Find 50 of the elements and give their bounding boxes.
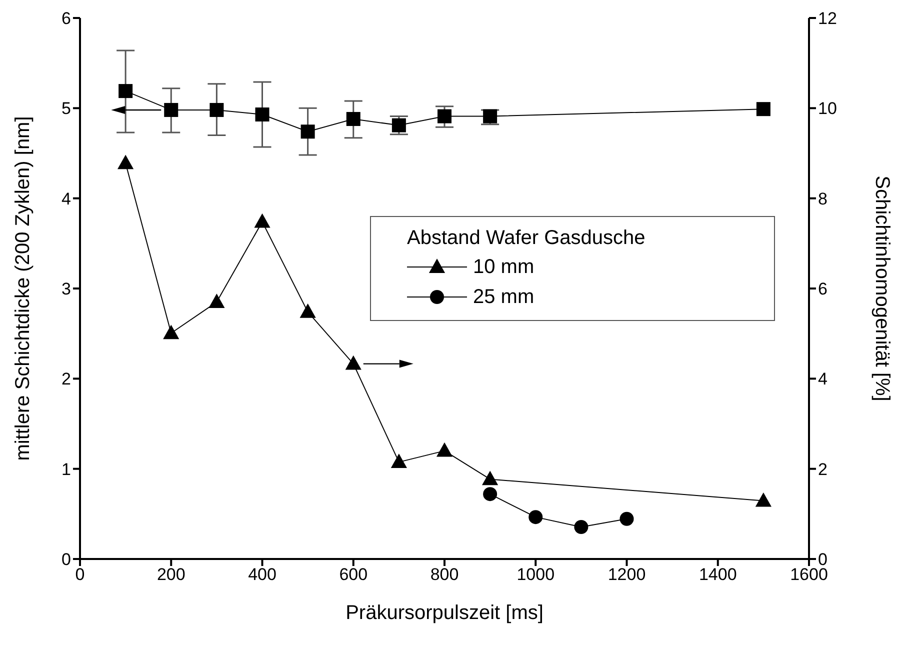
x-tick-label: 1400 — [698, 565, 737, 584]
point — [118, 154, 134, 170]
y2-tick-label: 4 — [818, 370, 828, 389]
y2-tick-label: 6 — [818, 280, 828, 299]
y-tick-label: 4 — [62, 189, 71, 208]
y-tick-label: 1 — [62, 460, 71, 479]
x-tick-label: 1200 — [608, 565, 646, 584]
point — [436, 442, 453, 457]
point — [164, 102, 178, 117]
point — [482, 470, 498, 486]
x-tick-label: 800 — [430, 565, 459, 584]
point — [300, 304, 316, 318]
x-axis-title: Präkursorpulszeit [ms] — [346, 602, 544, 624]
x-tick-label: 600 — [339, 565, 368, 584]
x-tick-label: 200 — [156, 565, 186, 584]
point — [210, 102, 224, 117]
point — [756, 102, 770, 116]
point — [483, 109, 498, 124]
point — [163, 324, 180, 340]
y2-axis-title: Schichtinhomogenität [%] — [870, 176, 893, 402]
y-tick-label: 6 — [62, 9, 71, 28]
y2-tick-label: 12 — [818, 9, 837, 28]
x-tick-label: 400 — [248, 565, 276, 584]
y-axis-title: mittlere Schichtdicke (200 Zyklen) [nm] — [12, 116, 34, 461]
point — [620, 512, 634, 526]
legend-title: Abstand Wafer Gasdusche — [407, 227, 646, 250]
y-tick-label: 0 — [62, 550, 71, 570]
point — [438, 109, 452, 124]
point — [755, 492, 772, 507]
point — [254, 213, 270, 228]
y-tick-label: 2 — [62, 370, 71, 389]
point — [345, 355, 362, 370]
point — [300, 124, 315, 139]
point — [483, 487, 498, 502]
x-tick-label: 1000 — [516, 565, 555, 584]
x-tick-label: 0 — [75, 565, 85, 584]
point — [118, 84, 133, 98]
legend-label: 10 mm — [473, 256, 534, 278]
y-tick-label: 5 — [62, 99, 71, 118]
y2-tick-label: 10 — [818, 99, 837, 118]
point — [528, 510, 543, 524]
point — [390, 454, 407, 468]
y2-tick-label: 2 — [818, 460, 828, 479]
y2-tick-label: 8 — [818, 189, 828, 208]
point — [346, 112, 360, 126]
point — [574, 520, 588, 534]
point — [255, 107, 270, 122]
y-tick-label: 3 — [62, 280, 71, 299]
legend-label: 25 mm — [473, 286, 534, 308]
point — [208, 294, 225, 308]
